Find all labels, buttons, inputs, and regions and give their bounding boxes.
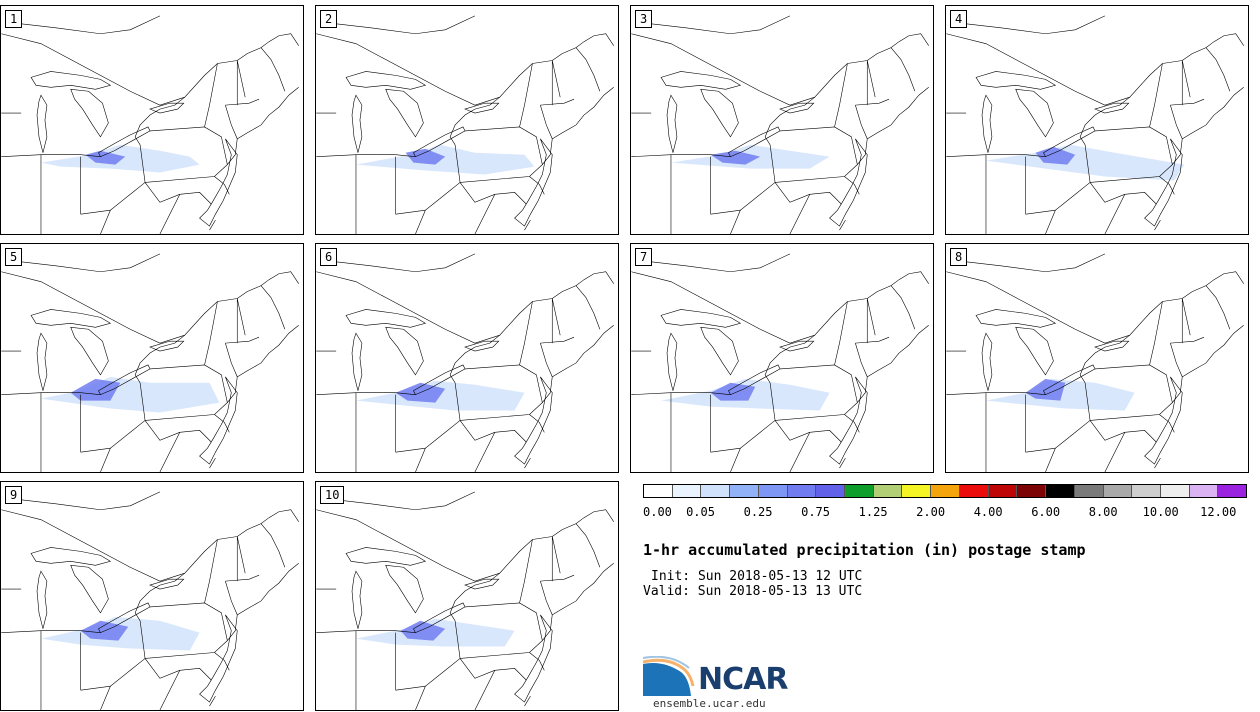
colorbar-tick-label: 2.00 xyxy=(916,505,946,519)
precip-heavy-area xyxy=(85,150,126,165)
colorbar-segment xyxy=(1046,485,1075,497)
basemap xyxy=(631,15,929,234)
member-map-panel: 8 xyxy=(945,243,1249,473)
colorbar-segment xyxy=(644,485,673,497)
colorbar-tick-label: 4.00 xyxy=(973,505,1003,519)
member-map-panel: 7 xyxy=(630,243,934,473)
logo-url: ensemble.ucar.edu xyxy=(653,697,766,710)
colorbar-segment xyxy=(787,485,817,497)
precip-heavy-area xyxy=(70,378,121,401)
member-number-label: 4 xyxy=(950,10,968,28)
colorbar-segment xyxy=(931,485,960,497)
basemap xyxy=(316,253,614,472)
colorbar-segment xyxy=(959,485,989,497)
member-number-label: 5 xyxy=(5,248,23,266)
member-map-panel: 4 xyxy=(945,5,1249,235)
colorbar-tick-label: 0.75 xyxy=(801,505,831,519)
member-map-panel: 1 xyxy=(0,5,304,235)
member-map-panel: 10 xyxy=(315,481,619,711)
member-number-label: 9 xyxy=(5,486,23,504)
member-map-panel: 2 xyxy=(315,5,619,235)
colorbar-segment xyxy=(1017,485,1047,497)
colorbar-tick-label: 6.00 xyxy=(1031,505,1061,519)
member-number-label: 7 xyxy=(635,248,653,266)
member-number-label: 3 xyxy=(635,10,653,28)
member-number-label: 8 xyxy=(950,248,968,266)
member-map-panel: 6 xyxy=(315,243,619,473)
colorbar-segment xyxy=(758,485,788,497)
member-number-label: 2 xyxy=(320,10,338,28)
colorbar-segment xyxy=(1103,485,1133,497)
member-number-label: 10 xyxy=(320,486,345,504)
member-number-label: 6 xyxy=(320,248,338,266)
colorbar-segment xyxy=(1189,485,1219,497)
basemap xyxy=(1,491,299,710)
colorbar-segment xyxy=(730,485,759,497)
basemap xyxy=(631,253,929,472)
logo-text: NCAR xyxy=(698,662,788,697)
colorbar-tick-label: 1.25 xyxy=(858,505,888,519)
member-map-panel: 3 xyxy=(630,5,934,235)
basemap xyxy=(316,15,614,234)
colorbar-segment xyxy=(988,485,1018,497)
colorbar-segment xyxy=(902,485,932,497)
member-map-panel: 5 xyxy=(0,243,304,473)
basemap xyxy=(1,253,299,472)
colorbar-tick-label: 0.05 xyxy=(686,505,715,519)
basemap xyxy=(1,15,299,234)
precip-heavy-area xyxy=(1035,146,1076,165)
colorbar-segment xyxy=(1074,485,1104,497)
valid-time: Valid: Sun 2018-05-13 13 UTC xyxy=(643,584,863,599)
colorbar-segment xyxy=(845,485,874,497)
colorbar-tick-label: 8.00 xyxy=(1088,505,1118,519)
precip-heavy-area xyxy=(400,620,446,641)
colorbar-segment xyxy=(1218,485,1247,497)
precip-light-area xyxy=(355,144,535,175)
colorbar-segment xyxy=(672,485,702,497)
colorbar-segment xyxy=(873,485,903,497)
member-number-label: 1 xyxy=(5,10,23,28)
precip-heavy-area xyxy=(405,148,446,165)
colorbar-tick-label: 0.00 xyxy=(643,505,672,519)
colorbar-tick-label: 10.00 xyxy=(1142,505,1179,519)
precip-heavy-area xyxy=(710,382,756,401)
colorbar-segment xyxy=(816,485,846,497)
colorbar-segment xyxy=(1132,485,1161,497)
precip-light-area xyxy=(985,144,1185,181)
basemap xyxy=(316,491,614,710)
figure-title: 1-hr accumulated precipitation (in) post… xyxy=(643,541,1086,559)
colorbar-tick-label: 0.25 xyxy=(743,505,773,519)
member-map-panel: 9 xyxy=(0,481,304,711)
precip-heavy-area xyxy=(710,150,761,165)
colorbar xyxy=(643,484,1247,498)
colorbar-tick-labels: 0.00 0.05 0.25 0.75 1.25 2.00 4.00 6.00 8.00 10.0… xyxy=(643,505,1247,521)
precip-light-area xyxy=(355,380,525,411)
init-time: Init: Sun 2018-05-13 12 UTC xyxy=(651,569,863,584)
basemap xyxy=(946,15,1244,234)
precip-light-area xyxy=(40,376,220,413)
colorbar-segment xyxy=(1160,485,1190,497)
basemap xyxy=(946,253,1244,472)
colorbar-segment xyxy=(701,485,731,497)
colorbar-tick-label: 12.00 xyxy=(1200,505,1237,519)
ncar-logo-icon xyxy=(643,656,695,696)
